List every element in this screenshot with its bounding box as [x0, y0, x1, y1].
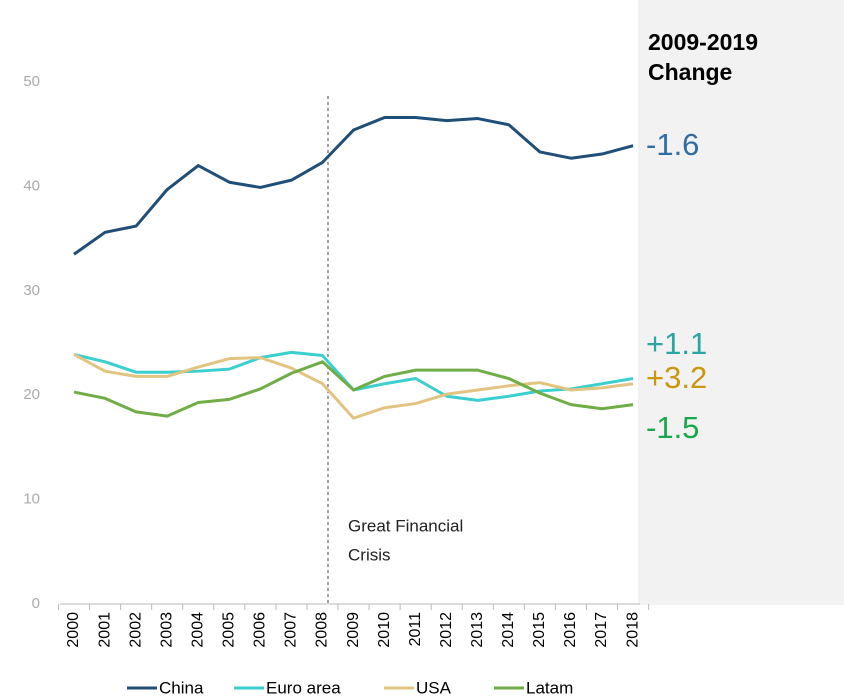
legend-label: Latam [526, 678, 573, 697]
x-tick-label: 2000 [65, 612, 82, 648]
x-tick-label: 2016 [562, 612, 579, 648]
y-tick-label: 50 [23, 73, 40, 90]
y-tick-label: 0 [32, 595, 40, 612]
x-tick-label: 2009 [345, 612, 362, 648]
legend-label: China [159, 678, 204, 697]
x-tick-label: 2006 [252, 612, 269, 648]
x-tick-label: 2004 [189, 612, 206, 648]
change-label: -1.5 [646, 410, 699, 445]
x-tick-label: 2011 [407, 612, 424, 647]
side-panel [638, 0, 844, 605]
x-tick-label: 2002 [127, 612, 144, 648]
series-line [73, 360, 634, 418]
annotation: Great Financial [348, 516, 463, 535]
x-tick-label: 2015 [531, 612, 548, 648]
y-tick-label: 10 [23, 491, 40, 508]
x-tick-label: 2013 [469, 612, 486, 648]
panel-title: Change [648, 59, 732, 85]
x-tick-label: 2018 [624, 612, 641, 648]
legend-label: USA [416, 678, 452, 697]
change-label: +3.2 [646, 360, 707, 395]
x-tick-label: 2012 [438, 612, 455, 648]
y-tick-label: 30 [23, 282, 40, 299]
y-tick-label: 20 [23, 386, 40, 403]
x-tick-label: 2017 [593, 612, 610, 648]
x-tick-label: 2001 [96, 612, 113, 648]
change-label: +1.1 [646, 326, 707, 361]
panel-title: 2009-2019 [648, 29, 758, 55]
annotation: Crisis [348, 545, 391, 564]
x-tick-label: 2007 [283, 612, 300, 648]
x-tick-label: 2014 [500, 612, 517, 648]
change-label: -1.6 [646, 127, 699, 162]
legend-label: Euro area [266, 678, 341, 697]
series-line [73, 115, 634, 256]
y-tick-label: 40 [23, 177, 40, 194]
x-tick-label: 2003 [158, 612, 175, 648]
series-line [73, 353, 634, 420]
x-tick-label: 2010 [376, 612, 393, 648]
x-tick-label: 2005 [221, 612, 238, 648]
x-tick-label: 2008 [314, 612, 331, 648]
